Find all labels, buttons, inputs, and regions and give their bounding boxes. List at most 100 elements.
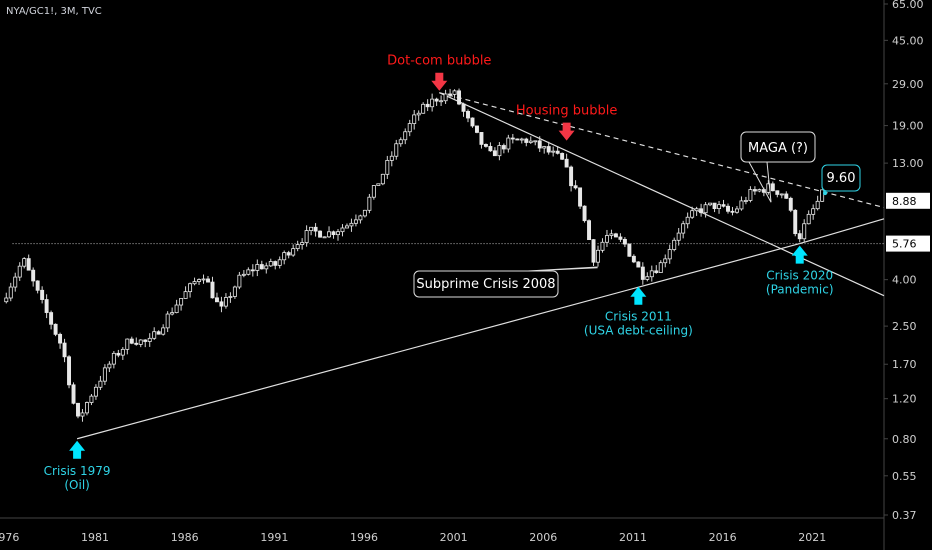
candle-body xyxy=(618,236,623,240)
candle-body xyxy=(188,283,193,293)
candle-body xyxy=(708,202,713,206)
y-tick-label: 0.37 xyxy=(892,509,917,522)
x-tick-label: 1976 xyxy=(0,531,19,544)
callout-box xyxy=(740,131,816,163)
candle-body xyxy=(102,367,107,382)
candle-body xyxy=(98,380,103,388)
candle-body xyxy=(479,132,484,145)
candle-body xyxy=(161,327,166,335)
candle-body xyxy=(398,139,403,145)
candle-body xyxy=(107,363,112,369)
candle-body xyxy=(501,145,506,150)
candle-body xyxy=(17,265,22,278)
candle-body xyxy=(703,204,708,214)
candle-body xyxy=(53,323,58,335)
candle-body xyxy=(640,266,645,280)
candle-body xyxy=(730,210,735,213)
candle-body xyxy=(407,123,412,133)
callout-label: MAGA (?) xyxy=(748,141,808,156)
callout-label: Subprime Crisis 2008 xyxy=(416,277,555,292)
candle-body xyxy=(627,243,632,257)
candle-body xyxy=(497,145,502,157)
candle-body xyxy=(174,304,179,314)
candle-body xyxy=(344,225,349,229)
candle-body xyxy=(672,239,677,250)
candle-body xyxy=(147,337,152,342)
candle-body xyxy=(815,200,820,210)
x-tick-label: 2016 xyxy=(709,531,737,544)
candle-body xyxy=(537,140,542,149)
candle-body xyxy=(636,261,641,268)
candle-body xyxy=(26,258,31,271)
trendline xyxy=(76,243,800,440)
y-tick-label: 19.00 xyxy=(892,120,924,133)
candle-body xyxy=(528,140,533,143)
candle-body xyxy=(156,331,161,335)
candle-body xyxy=(604,235,609,243)
candle-body xyxy=(416,112,421,116)
candle-body xyxy=(35,280,40,291)
candle-body xyxy=(564,158,569,168)
candle-body xyxy=(259,264,264,270)
candle-body xyxy=(336,231,340,236)
candle-body xyxy=(425,103,430,108)
candle-body xyxy=(58,333,63,344)
candle-body xyxy=(470,117,475,127)
annotation-label: Crisis 2011 xyxy=(605,310,672,324)
candle-body xyxy=(631,255,636,263)
candle-body xyxy=(806,213,811,225)
candle-body xyxy=(201,278,206,281)
candle-body xyxy=(367,196,372,211)
candle-body xyxy=(743,200,748,202)
candle-body xyxy=(84,402,89,414)
candle-body xyxy=(403,131,408,141)
candle-body xyxy=(712,202,717,210)
candle-body xyxy=(560,152,565,160)
candle-body xyxy=(380,173,385,185)
candle-body xyxy=(4,297,9,303)
candle-body xyxy=(811,208,816,215)
candle-body xyxy=(591,239,596,263)
candle-body xyxy=(304,230,309,243)
candle-body xyxy=(430,98,435,108)
candle-body xyxy=(295,244,300,250)
callout-pointer xyxy=(527,266,598,272)
candle-body xyxy=(587,220,592,241)
candle-body xyxy=(89,395,94,403)
candle-body xyxy=(721,204,726,207)
candle-body xyxy=(22,258,27,267)
candle-body xyxy=(457,90,462,105)
annotation-label: Crisis 1979 xyxy=(44,464,111,478)
candle-body xyxy=(492,150,497,157)
candle-body xyxy=(394,143,399,157)
candle-body xyxy=(277,259,282,266)
candle-body xyxy=(667,249,672,260)
candle-body xyxy=(67,356,72,386)
candle-body xyxy=(681,223,686,234)
y-tick-label: 0.55 xyxy=(892,470,917,483)
candle-body xyxy=(676,232,681,241)
candle-body xyxy=(44,299,49,313)
candle-body xyxy=(255,264,260,271)
candle-body xyxy=(452,90,457,95)
candle-body xyxy=(286,252,291,256)
price-label: 8.88 xyxy=(892,195,917,208)
candle-body xyxy=(533,140,538,143)
candle-body xyxy=(466,110,470,119)
callout-dot xyxy=(823,191,828,196)
candle-body xyxy=(797,233,802,240)
candle-body xyxy=(434,98,439,102)
candle-body xyxy=(282,252,287,261)
callout-pointer xyxy=(748,161,772,203)
x-tick-label: 2011 xyxy=(619,531,647,544)
candle-body xyxy=(358,215,363,221)
candle-body xyxy=(76,402,80,417)
arrow-up-icon xyxy=(630,286,647,305)
candle-body xyxy=(214,297,219,303)
x-tick-label: 2006 xyxy=(529,531,557,544)
candle-body xyxy=(779,193,784,196)
candle-body xyxy=(573,185,578,189)
candle-body xyxy=(448,93,453,96)
price-label: 5.76 xyxy=(892,238,917,251)
